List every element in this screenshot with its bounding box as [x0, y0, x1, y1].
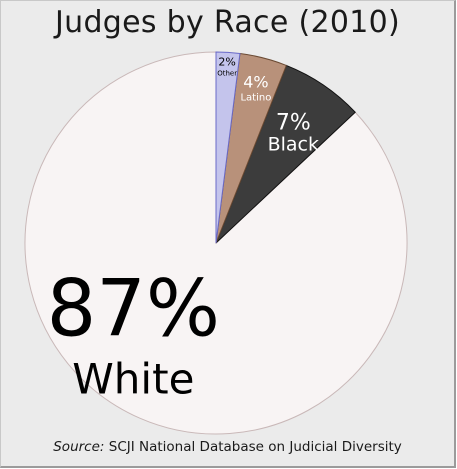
source-label: Source: [53, 439, 105, 455]
slice-category-label-black: Black [268, 133, 319, 155]
slice-category-label-white: White [72, 355, 194, 404]
chart-title: Judges by Race (2010) [54, 5, 400, 40]
slice-value-label-other: 2% [218, 56, 235, 69]
slice-value-label-latino: 4% [243, 73, 268, 92]
slice-category-label-latino: Latino [240, 93, 271, 104]
source-text: SCJI National Database on Judicial Diver… [108, 439, 402, 455]
chart-source: Source: SCJI National Database on Judici… [1, 439, 454, 455]
slice-value-label-white: 87% [47, 265, 220, 355]
pie-slice-other [215, 51, 241, 244]
slice-value-label-black: 7% [276, 110, 311, 135]
slice-category-label-other: Other [217, 70, 237, 78]
